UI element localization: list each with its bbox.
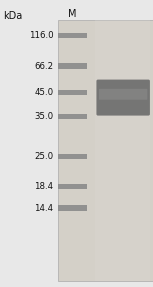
Bar (95, 20, 150, 281)
Bar (58, 184, 87, 189)
Bar (58, 63, 87, 69)
Bar (58, 20, 153, 281)
FancyBboxPatch shape (96, 79, 150, 116)
Text: 14.4: 14.4 (34, 203, 54, 213)
Bar (58, 90, 87, 95)
Text: M: M (68, 9, 76, 19)
Text: 18.4: 18.4 (34, 182, 54, 191)
Bar (58, 33, 87, 38)
FancyBboxPatch shape (99, 89, 147, 100)
Bar (58, 205, 87, 211)
Text: kDa: kDa (3, 11, 22, 22)
Text: 45.0: 45.0 (34, 88, 54, 97)
Bar (58, 114, 87, 119)
Text: 35.0: 35.0 (34, 112, 54, 121)
Text: 116.0: 116.0 (29, 31, 54, 40)
Text: 66.2: 66.2 (34, 61, 54, 71)
Bar (58, 154, 87, 159)
Text: 25.0: 25.0 (34, 152, 54, 161)
